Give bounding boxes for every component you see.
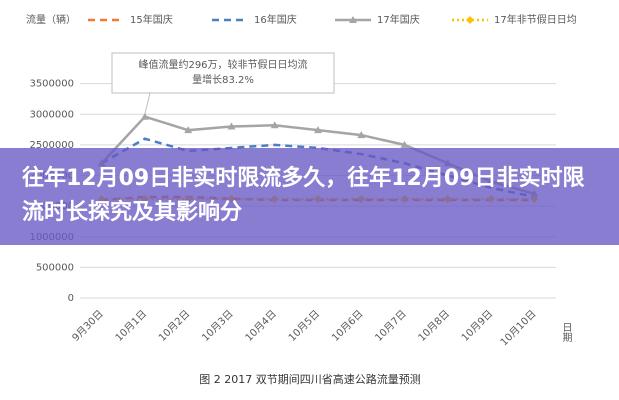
annotation-pointer (144, 92, 151, 114)
annotation-text: 量增长83.2% (192, 73, 254, 86)
x-tick-label: 10月7日 (373, 308, 409, 344)
caption: 图 2 2017 双节期间四川省高速公路流量预测 (199, 372, 420, 386)
marker (140, 112, 149, 120)
y-axis-title: 流量（辆） (26, 13, 76, 26)
marker (357, 131, 366, 139)
marker (466, 16, 474, 24)
y-tick-label: 3000000 (29, 109, 74, 120)
marker (400, 140, 409, 148)
annotation-box (111, 52, 335, 94)
banner: 往年12月09日非实时限流多久，往年12月09日非实时限流时长探究及其影响分 (0, 148, 619, 245)
legend-label: 17年非节假日日均 (494, 13, 577, 26)
marker (270, 121, 279, 129)
x-tick-label: 10月2日 (156, 308, 192, 344)
x-tick-label: 10月9日 (459, 308, 495, 344)
x-tick-label: 10月5日 (286, 308, 322, 344)
y-tick-label: 500000 (36, 262, 74, 273)
x-tick-label: 10月1日 (113, 308, 149, 344)
marker (314, 126, 322, 134)
x-tick-label: 10月10日 (498, 308, 539, 349)
legend-label: 15年国庆 (130, 13, 173, 26)
x-axis-title: 日期 (560, 322, 572, 343)
x-tick-label: 10月8日 (416, 308, 452, 344)
x-tick-label: 10月3日 (200, 308, 236, 344)
marker (184, 126, 193, 134)
y-tick-label: 0 (68, 293, 74, 304)
annotation-text: 峰值流量约296万，较非节假日日均流 (138, 58, 307, 71)
x-tick-label: 9月30日 (70, 308, 106, 344)
banner-title: 往年12月09日非实时限流多久，往年12月09日非实时限流时长探究及其影响分 (22, 166, 585, 225)
marker (349, 16, 357, 23)
marker (227, 122, 236, 130)
legend-label: 16年国庆 (254, 13, 297, 26)
x-tick-label: 10月4日 (243, 308, 279, 344)
y-tick-label: 3500000 (29, 79, 74, 90)
legend-label: 17年国庆 (377, 13, 420, 26)
y-tick-label: 2500000 (29, 140, 74, 151)
x-tick-label: 10月6日 (329, 308, 365, 344)
